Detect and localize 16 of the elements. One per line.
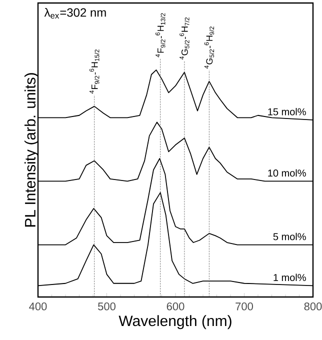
text: λ$_{ex}$=302 nm	[44, 8, 106, 19]
series-label: 5 mol%	[273, 232, 306, 240]
ref-line-label: $^{4}$G$_{5/2}$-$^{6}$H$_{7/2}$	[180, 17, 190, 60]
y-axis-title: PL Intensity (arb. units)	[24, 73, 38, 227]
x-tick-label: 400	[29, 302, 47, 310]
ref-line-label: $^{4}$F$_{9/2}$-$^{6}$H$_{13/2}$	[156, 13, 166, 58]
x-tick-label: 600	[166, 302, 184, 310]
x-tick-label: 700	[236, 302, 253, 310]
series-label: 10 mol%	[268, 169, 306, 177]
x-axis-title: Wavelength (nm)	[118, 315, 232, 330]
x-tick-label: 800	[304, 302, 322, 310]
ref-line-label: $^{4}$G$_{5/2}$-$^{6}$H$_{9/2}$	[204, 26, 214, 69]
series-label: 15 mol%	[268, 108, 306, 116]
series-label: 1 mol%	[274, 274, 306, 282]
x-tick-label: 500	[98, 302, 116, 310]
ref-line-label: $^{4}$F$_{9/2}$-$^{6}$H$_{15/2}$	[90, 50, 100, 94]
